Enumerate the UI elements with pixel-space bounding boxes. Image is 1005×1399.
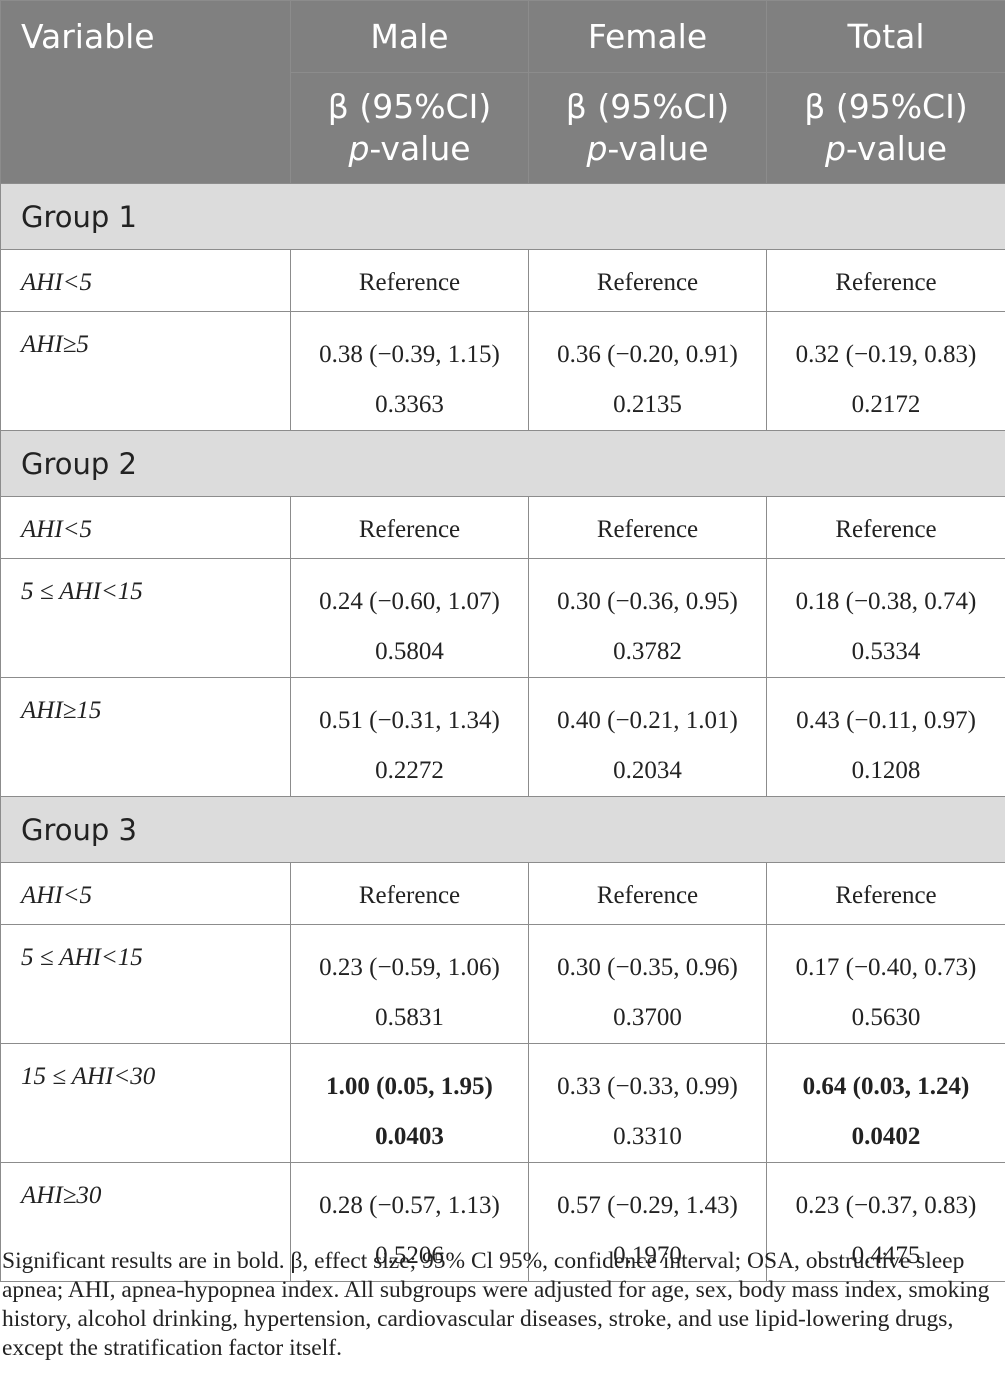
variable-header: Variable — [0, 0, 291, 184]
total-cell: Reference — [766, 249, 1005, 312]
row-label: AHI<5 — [0, 249, 291, 312]
male-cell-significant: 1.00 (0.05, 1.95) 0.0403 — [290, 1043, 529, 1163]
header-row-top: Variable Male Female Total — [0, 0, 1005, 184]
male-cell: 0.51 (−0.31, 1.34) 0.2272 — [290, 677, 529, 797]
group-header-row: Group 2 — [0, 430, 1005, 497]
male-cell: Reference — [290, 249, 529, 312]
male-cell: 0.23 (−0.59, 1.06) 0.5831 — [290, 924, 529, 1044]
total-cell: 0.23 (−0.37, 0.83) 0.4475 — [766, 1162, 1005, 1282]
female-cell: 0.30 (−0.36, 0.95) 0.3782 — [528, 558, 767, 678]
row-label: 15 ≤ AHI<30 — [0, 1043, 291, 1163]
total-cell: 0.18 (−0.38, 0.74) 0.5334 — [766, 558, 1005, 678]
female-cell: 0.33 (−0.33, 0.99) 0.3310 — [528, 1043, 767, 1163]
row-label: 5 ≤ AHI<15 — [0, 924, 291, 1044]
total-cell: 0.32 (−0.19, 0.83) 0.2172 — [766, 311, 1005, 431]
row-label: AHI≥5 — [0, 311, 291, 431]
group-header-row: Group 1 — [0, 183, 1005, 250]
male-subheader: β (95%CI) p-value — [290, 72, 529, 184]
header-row-sub: β (95%CI) p-value β (95%CI) p-value β (95%… — [1, 72, 1005, 184]
table-row: AHI<5 Reference Reference Reference — [0, 249, 1005, 312]
group-title: Group 1 — [0, 183, 1005, 250]
male-header: Male — [290, 0, 529, 73]
male-cell: Reference — [290, 496, 529, 559]
male-cell: 0.28 (−0.57, 1.13) 0.5206 — [290, 1162, 529, 1282]
table-row: 15 ≤ AHI<30 1.00 (0.05, 1.95) 0.0403 0.3… — [0, 1043, 1005, 1163]
row-label: 5 ≤ AHI<15 — [0, 558, 291, 678]
female-cell: Reference — [528, 249, 767, 312]
male-cell: 0.38 (−0.39, 1.15) 0.3363 — [290, 311, 529, 431]
row-label: AHI≥15 — [0, 677, 291, 797]
table-row: AHI<5 Reference Reference Reference — [0, 496, 1005, 559]
results-table: Variable Male Female Total β (95%CI) p-va… — [0, 0, 1005, 1282]
female-cell: Reference — [528, 496, 767, 559]
total-subheader: β (95%CI) p-value — [766, 72, 1005, 184]
total-header: Total — [766, 0, 1005, 73]
total-cell: 0.17 (−0.40, 0.73) 0.5630 — [766, 924, 1005, 1044]
table-row: 5 ≤ AHI<15 0.24 (−0.60, 1.07) 0.5804 0.3… — [0, 558, 1005, 678]
male-cell: 0.24 (−0.60, 1.07) 0.5804 — [290, 558, 529, 678]
female-cell: 0.40 (−0.21, 1.01) 0.2034 — [528, 677, 767, 797]
total-cell: Reference — [766, 496, 1005, 559]
row-label: AHI≥30 — [0, 1162, 291, 1282]
group-header-row: Group 3 — [0, 796, 1005, 863]
female-cell: 0.36 (−0.20, 0.91) 0.2135 — [528, 311, 767, 431]
table-footnote: Significant results are in bold. β, effe… — [2, 1248, 990, 1361]
table-row: 5 ≤ AHI<15 0.23 (−0.59, 1.06) 0.5831 0.3… — [0, 924, 1005, 1044]
male-cell: Reference — [290, 862, 529, 925]
female-cell: 0.57 (−0.29, 1.43) 0.1970 — [528, 1162, 767, 1282]
group-title: Group 2 — [0, 430, 1005, 497]
female-subheader: β (95%CI) p-value — [528, 72, 767, 184]
female-header: Female — [528, 0, 767, 73]
row-label: AHI<5 — [0, 862, 291, 925]
table-row: AHI≥15 0.51 (−0.31, 1.34) 0.2272 0.40 (−… — [0, 677, 1005, 797]
table-row: AHI≥5 0.38 (−0.39, 1.15) 0.3363 0.36 (−0… — [0, 311, 1005, 431]
table-row: AHI<5 Reference Reference Reference — [0, 862, 1005, 925]
table-row: AHI≥30 0.28 (−0.57, 1.13) 0.5206 0.57 (−… — [0, 1162, 1005, 1282]
female-cell: Reference — [528, 862, 767, 925]
group-title: Group 3 — [0, 796, 1005, 863]
female-cell: 0.30 (−0.35, 0.96) 0.3700 — [528, 924, 767, 1044]
total-cell: 0.43 (−0.11, 0.97) 0.1208 — [766, 677, 1005, 797]
total-cell-significant: 0.64 (0.03, 1.24) 0.0402 — [766, 1043, 1005, 1163]
total-cell: Reference — [766, 862, 1005, 925]
row-label: AHI<5 — [0, 496, 291, 559]
